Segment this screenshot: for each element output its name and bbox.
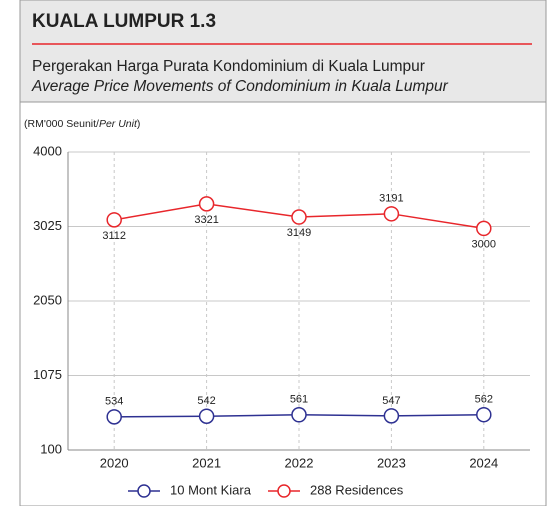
point [291,407,307,423]
data-label: 3149 [287,227,311,239]
y-unit-start: (RM'000 Seunit/ [24,118,99,130]
x-tick-label: 2023 [377,455,406,470]
y-tick-label: 4000 [33,143,62,158]
header-bg [20,0,546,102]
point [383,206,400,222]
y-unit-end: ) [137,118,141,130]
data-label: 3000 [472,238,496,250]
x-tick-label: 2024 [469,455,498,470]
y-tick-label: 1075 [33,367,62,382]
point [476,406,492,423]
subtitle: Pergerakan Harga Purata Kondominium di K… [32,58,425,75]
subtitle-en: Average Price Movements of Condominium i… [31,78,449,95]
y-unit-italic: Per Unit [99,118,138,130]
data-label: 534 [105,396,123,408]
data-label: 3191 [379,193,403,205]
y-unit: (RM'000 Seunit/Per Unit) [24,118,140,130]
point [383,408,400,424]
legend-label: 10 Mont Kiara [170,482,252,497]
legend-label: 288 Residences [310,482,404,497]
point [291,209,307,225]
chart-title: KUALA LUMPUR 1.3 [32,11,216,32]
y-tick-label: 2050 [33,292,62,307]
data-label: 547 [382,395,400,407]
y-tick-label: 100 [40,441,62,456]
legend-marker [137,484,151,498]
x-tick-label: 2022 [285,455,314,470]
data-label: 561 [290,394,308,406]
x-tick-label: 2021 [192,455,221,470]
data-label: 3321 [194,214,218,226]
data-label: 542 [197,395,215,407]
point [476,220,492,237]
x-tick-label: 2020 [100,455,129,470]
data-label: 562 [475,394,493,406]
legend-marker [277,484,291,498]
point [106,212,122,228]
point [106,409,122,425]
point [198,408,215,424]
point [198,196,215,212]
y-tick-label: 3025 [33,218,62,233]
data-label: 3112 [102,230,126,242]
